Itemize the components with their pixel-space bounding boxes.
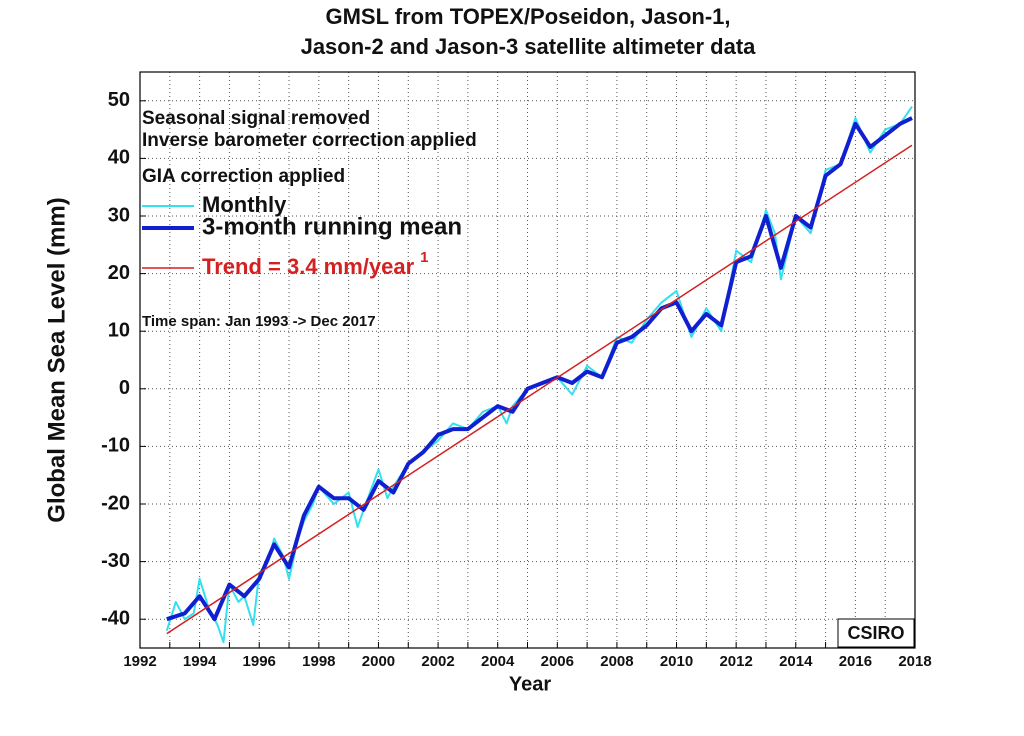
x-tick-label: 1994 (183, 653, 217, 670)
credit-box (837, 618, 915, 648)
x-tick-label: 2002 (421, 653, 454, 670)
chart-title: Jason-2 and Jason-3 satellite altimeter … (301, 34, 757, 59)
legend-label: Monthly (202, 192, 287, 217)
annotation: Inverse barometer correction applied (142, 130, 477, 151)
y-tick-label: -20 (101, 492, 130, 514)
y-tick-label: -40 (101, 607, 130, 629)
annotation: Time span: Jan 1993 -> Dec 2017 (142, 313, 376, 330)
x-tick-label: 2008 (600, 653, 633, 670)
x-tick-label: 2010 (660, 653, 693, 670)
x-tick-label: 2016 (839, 653, 872, 670)
chart-title: GMSL from TOPEX/Poseidon, Jason-1, (325, 4, 730, 29)
x-tick-label: 2012 (719, 653, 752, 670)
annotation: Seasonal signal removed (142, 108, 370, 129)
series-line (166, 144, 913, 635)
grid: -40 -30 -20 -10 0 10 20 30 40 50 1992 1994 1996 1998 2… (101, 72, 932, 670)
y-tick-label: 50 (108, 89, 130, 111)
legend-label: Trend = 3.4 mm/year (202, 254, 415, 279)
y-tick-label: 40 (108, 147, 130, 169)
legend-superscript: 1 (420, 249, 428, 266)
y-tick-label: -10 (101, 435, 130, 457)
x-axis-label: Year (509, 673, 551, 695)
y-tick-label: 20 (108, 262, 130, 284)
y-tick-label: 30 (108, 204, 130, 226)
x-tick-label: 2018 (898, 653, 931, 670)
y-axis-label: Global Mean Sea Level (mm) (43, 197, 70, 522)
plot-lines (165, 106, 913, 644)
x-tick-label: 2014 (779, 653, 813, 670)
credit: CSIRO (847, 623, 904, 643)
legend-label: 3-month running mean (202, 213, 462, 240)
plot-frame (139, 71, 916, 649)
x-tick-label: 2004 (481, 653, 515, 670)
annotation: GIA correction applied (142, 166, 345, 187)
x-tick-label: 2000 (362, 653, 395, 670)
y-tick-label: 0 (119, 377, 130, 399)
x-tick-label: 1996 (243, 653, 276, 670)
y-tick-label: -30 (101, 550, 130, 572)
x-tick-label: 1998 (302, 653, 335, 670)
x-tick-label: 1992 (123, 653, 156, 670)
y-tick-label: 10 (108, 319, 130, 341)
x-tick-label: 2006 (541, 653, 574, 670)
